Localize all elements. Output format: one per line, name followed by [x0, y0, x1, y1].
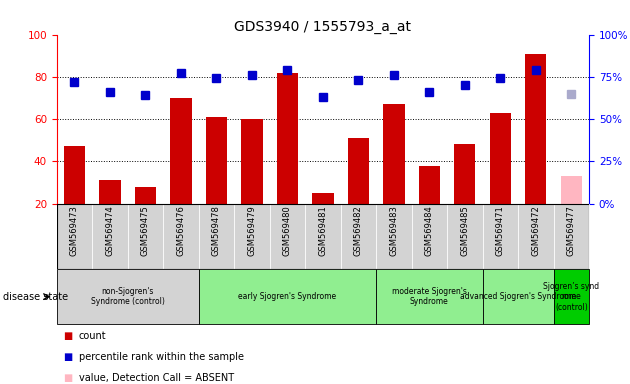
- Bar: [100, 180, 120, 246]
- Text: GSM569483: GSM569483: [389, 205, 398, 256]
- Text: early Sjogren's Syndrome: early Sjogren's Syndrome: [238, 292, 336, 301]
- Text: GSM569478: GSM569478: [212, 205, 221, 256]
- Bar: [198, 269, 376, 324]
- Bar: [163, 204, 198, 269]
- Bar: [376, 204, 411, 269]
- Bar: [376, 269, 483, 324]
- Text: advanced Sjogren's Syndrome: advanced Sjogren's Syndrome: [460, 292, 576, 301]
- Text: ■: ■: [63, 331, 72, 341]
- Text: moderate Sjogren's
Syndrome: moderate Sjogren's Syndrome: [392, 287, 467, 306]
- Bar: [383, 104, 404, 246]
- Text: GSM569476: GSM569476: [176, 205, 185, 256]
- Text: Sjogren’s synd
rome
(control): Sjogren’s synd rome (control): [543, 282, 599, 311]
- Bar: [454, 144, 476, 246]
- Text: ■: ■: [63, 373, 72, 383]
- Text: GSM569472: GSM569472: [531, 205, 541, 256]
- Text: GSM569482: GSM569482: [354, 205, 363, 256]
- Bar: [170, 98, 192, 246]
- Bar: [483, 204, 518, 269]
- Text: GSM569471: GSM569471: [496, 205, 505, 256]
- Bar: [518, 204, 554, 269]
- Text: percentile rank within the sample: percentile rank within the sample: [79, 352, 244, 362]
- Bar: [206, 117, 227, 246]
- Bar: [135, 187, 156, 246]
- Bar: [341, 204, 376, 269]
- Text: GSM569484: GSM569484: [425, 205, 434, 256]
- Text: GSM569481: GSM569481: [318, 205, 328, 256]
- Text: GSM569485: GSM569485: [461, 205, 469, 256]
- Text: GSM569475: GSM569475: [141, 205, 150, 256]
- Bar: [525, 53, 546, 246]
- Bar: [241, 119, 263, 246]
- Bar: [234, 204, 270, 269]
- Bar: [483, 269, 554, 324]
- Text: ■: ■: [63, 352, 72, 362]
- Bar: [128, 204, 163, 269]
- Bar: [57, 204, 92, 269]
- Bar: [305, 204, 341, 269]
- Bar: [419, 166, 440, 246]
- Bar: [277, 73, 298, 246]
- Text: disease state: disease state: [3, 291, 68, 302]
- Text: GSM569477: GSM569477: [567, 205, 576, 256]
- Bar: [561, 176, 582, 246]
- Text: GSM569473: GSM569473: [70, 205, 79, 256]
- Bar: [411, 204, 447, 269]
- Text: GSM569479: GSM569479: [248, 205, 256, 256]
- Bar: [490, 113, 511, 246]
- Text: GSM569480: GSM569480: [283, 205, 292, 256]
- Title: GDS3940 / 1555793_a_at: GDS3940 / 1555793_a_at: [234, 20, 411, 33]
- Text: non-Sjogren's
Syndrome (control): non-Sjogren's Syndrome (control): [91, 287, 164, 306]
- Text: GSM569474: GSM569474: [105, 205, 115, 256]
- Bar: [447, 204, 483, 269]
- Bar: [64, 147, 85, 246]
- Text: count: count: [79, 331, 106, 341]
- Bar: [348, 138, 369, 246]
- Text: value, Detection Call = ABSENT: value, Detection Call = ABSENT: [79, 373, 234, 383]
- Bar: [198, 204, 234, 269]
- Bar: [270, 204, 305, 269]
- Bar: [554, 269, 589, 324]
- Bar: [57, 269, 198, 324]
- Bar: [554, 204, 589, 269]
- Bar: [312, 193, 333, 246]
- Bar: [92, 204, 128, 269]
